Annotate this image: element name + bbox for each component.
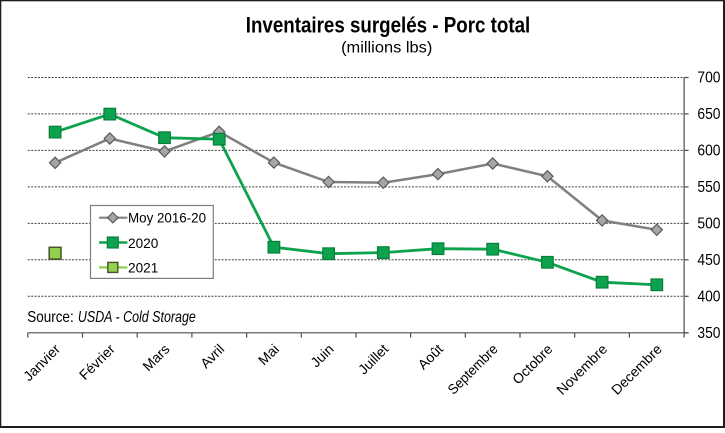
svg-text:Moy 2016-20: Moy 2016-20: [128, 210, 206, 226]
svg-text:400: 400: [697, 289, 720, 306]
svg-text:2020: 2020: [128, 235, 158, 251]
svg-text:600: 600: [697, 143, 720, 160]
svg-text:550: 550: [697, 179, 720, 196]
svg-text:Source:: Source:: [27, 309, 73, 326]
svg-text:500: 500: [697, 216, 720, 233]
svg-text:450: 450: [697, 252, 720, 269]
svg-text:Inventaires surgelés - Porc to: Inventaires surgelés - Porc total: [246, 13, 531, 38]
svg-text:650: 650: [697, 106, 720, 123]
svg-text:350: 350: [697, 325, 720, 342]
svg-text:700: 700: [697, 70, 720, 87]
svg-text:2021: 2021: [128, 260, 158, 276]
svg-text:(millions lbs): (millions lbs): [341, 39, 432, 56]
svg-text:USDA - Cold Storage: USDA - Cold Storage: [78, 309, 196, 326]
